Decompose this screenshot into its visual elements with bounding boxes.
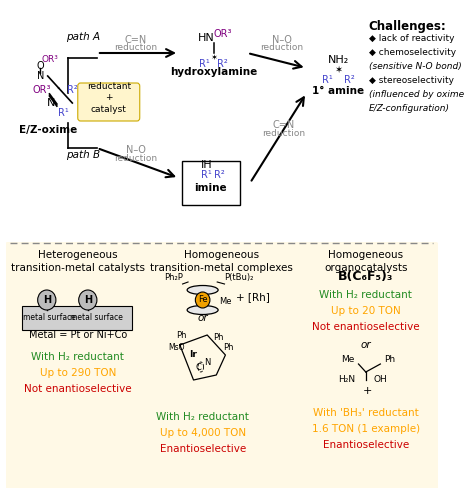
FancyBboxPatch shape	[149, 242, 295, 488]
Text: NH₂: NH₂	[328, 55, 349, 65]
Text: With H₂ reductant: With H₂ reductant	[31, 352, 124, 362]
Text: E/Z-configuration): E/Z-configuration)	[368, 104, 449, 113]
Text: reductant
+
catalyst: reductant + catalyst	[87, 82, 131, 114]
Text: HN: HN	[198, 33, 215, 43]
Text: Up to 4,000 TON: Up to 4,000 TON	[160, 428, 246, 438]
Circle shape	[37, 290, 56, 310]
Text: Not enantioselective: Not enantioselective	[24, 384, 132, 394]
Text: Ph: Ph	[223, 343, 233, 352]
Text: Metal = Pt or Ni+Co: Metal = Pt or Ni+Co	[28, 330, 127, 340]
Text: metal surface: metal surface	[23, 313, 76, 323]
Text: Ir: Ir	[190, 350, 198, 359]
Text: reduction: reduction	[260, 43, 303, 52]
Text: ◆ stereoselectivity: ◆ stereoselectivity	[368, 76, 454, 85]
Text: C: C	[195, 363, 201, 372]
Text: Up to 290 TON: Up to 290 TON	[40, 368, 116, 378]
Text: OH: OH	[373, 375, 387, 384]
Text: Ph: Ph	[214, 333, 224, 342]
Text: Challenges:: Challenges:	[368, 20, 446, 33]
Text: reduction: reduction	[262, 129, 305, 138]
Text: R²: R²	[214, 170, 224, 180]
Text: C=N: C=N	[273, 120, 295, 130]
Text: 1° amine: 1° amine	[312, 86, 365, 96]
Ellipse shape	[187, 285, 218, 294]
FancyBboxPatch shape	[293, 242, 438, 488]
Text: C=N: C=N	[125, 35, 147, 45]
FancyBboxPatch shape	[5, 242, 151, 488]
Text: With 'BH₃' reductant: With 'BH₃' reductant	[313, 408, 419, 418]
Text: Not enantioselective: Not enantioselective	[312, 322, 419, 332]
Text: E/Z-oxime: E/Z-oxime	[19, 125, 78, 135]
Text: Fe: Fe	[198, 296, 208, 305]
Text: B(C₆F₅)₃: B(C₆F₅)₃	[338, 270, 393, 283]
Text: R²: R²	[217, 59, 228, 69]
Circle shape	[79, 290, 97, 310]
Text: path A: path A	[66, 32, 100, 42]
Text: OR³: OR³	[41, 56, 58, 64]
Text: hydroxylamine: hydroxylamine	[170, 67, 257, 77]
Text: Me: Me	[341, 355, 355, 364]
Text: or: or	[197, 313, 208, 323]
Text: With H₂ reductant: With H₂ reductant	[319, 290, 412, 300]
Text: Heterogeneous
transition-metal catalysts: Heterogeneous transition-metal catalysts	[11, 250, 145, 273]
Text: ◆ lack of reactivity: ◆ lack of reactivity	[368, 34, 454, 43]
Text: Homogeneous
organocatalysts: Homogeneous organocatalysts	[324, 250, 408, 273]
Text: IH: IH	[201, 160, 212, 170]
Text: H: H	[43, 295, 51, 305]
Text: (influenced by oxime: (influenced by oxime	[368, 90, 464, 99]
Text: R¹: R¹	[322, 75, 333, 85]
Text: 1.6 TON (1 example): 1.6 TON (1 example)	[312, 424, 420, 434]
Text: Me: Me	[219, 297, 231, 306]
Text: +: +	[363, 386, 372, 396]
Text: R¹: R¹	[201, 170, 212, 180]
Text: N: N	[47, 98, 55, 108]
FancyBboxPatch shape	[78, 83, 140, 121]
Text: N: N	[204, 358, 210, 367]
Text: or: or	[360, 340, 371, 350]
Text: R¹: R¹	[199, 59, 210, 69]
Text: OR³: OR³	[213, 29, 232, 39]
Text: reduction: reduction	[115, 154, 158, 163]
Circle shape	[195, 292, 210, 308]
Ellipse shape	[187, 305, 218, 314]
Text: OR³: OR³	[33, 85, 52, 95]
Text: H₂N: H₂N	[337, 375, 355, 384]
Text: Homogeneous
transition-metal complexes: Homogeneous transition-metal complexes	[150, 250, 293, 273]
Text: (sensitive N-O bond): (sensitive N-O bond)	[368, 62, 461, 71]
Text: R²: R²	[67, 85, 78, 95]
Text: Enantioselective: Enantioselective	[160, 444, 246, 454]
Text: reduction: reduction	[115, 43, 158, 52]
Text: O: O	[36, 61, 44, 71]
Text: Ph₂P: Ph₂P	[164, 273, 182, 282]
Text: MsO: MsO	[168, 343, 184, 352]
Text: ✶: ✶	[210, 54, 217, 63]
Text: Up to 20 TON: Up to 20 TON	[331, 306, 401, 316]
Text: ◆ chemoselectivity: ◆ chemoselectivity	[368, 48, 456, 57]
Text: P(tBu)₂: P(tBu)₂	[225, 273, 254, 282]
FancyBboxPatch shape	[22, 306, 132, 330]
Text: R¹: R¹	[58, 108, 69, 118]
Text: imine: imine	[194, 183, 227, 193]
Text: path B: path B	[66, 150, 100, 160]
Text: With H₂ reductant: With H₂ reductant	[156, 412, 249, 422]
Text: H: H	[84, 295, 92, 305]
Text: Ph: Ph	[176, 331, 186, 340]
FancyBboxPatch shape	[6, 0, 438, 243]
Text: N–O: N–O	[272, 35, 292, 45]
Text: ✶: ✶	[334, 65, 343, 75]
Text: R²: R²	[344, 75, 355, 85]
Text: N–O: N–O	[126, 145, 146, 155]
Text: metal surface: metal surface	[71, 313, 123, 323]
FancyBboxPatch shape	[182, 161, 240, 205]
Text: Enantioselective: Enantioselective	[323, 440, 409, 450]
Text: N: N	[36, 71, 44, 81]
Text: + [Rh]: + [Rh]	[237, 292, 270, 302]
Text: Ph: Ph	[384, 355, 395, 364]
